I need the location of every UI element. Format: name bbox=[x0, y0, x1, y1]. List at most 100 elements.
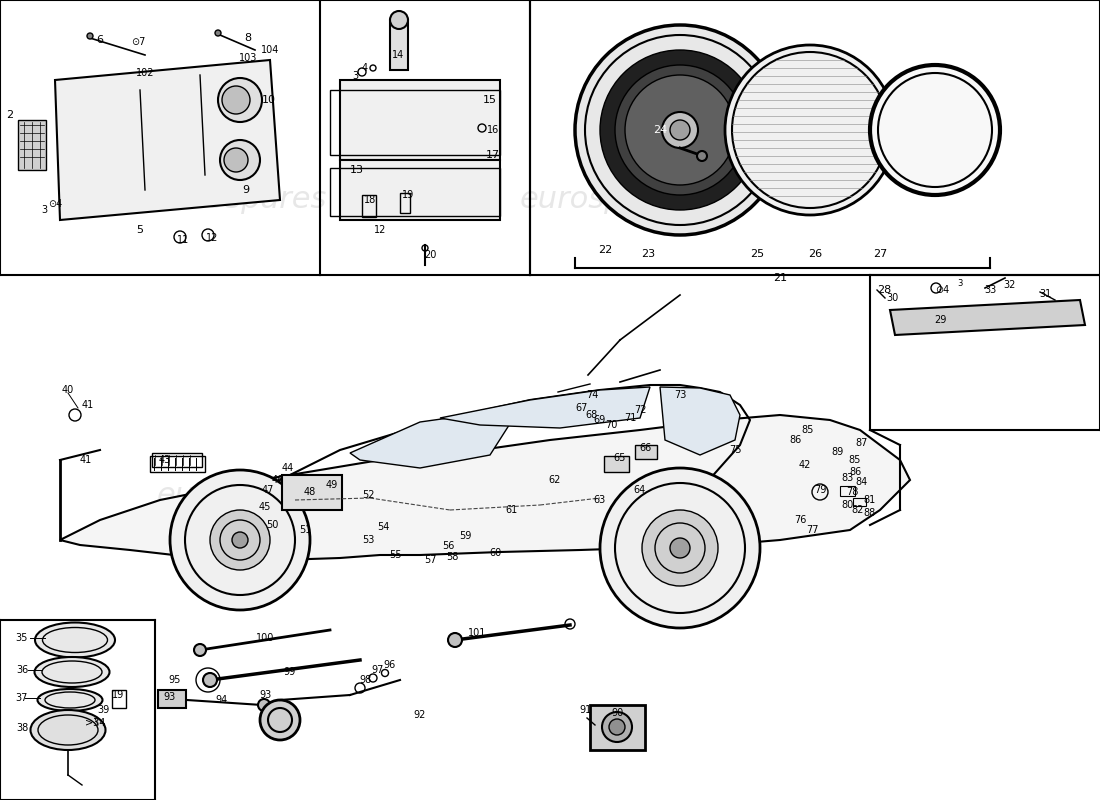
Bar bbox=[282, 475, 342, 510]
Text: 58: 58 bbox=[446, 552, 459, 562]
Bar bbox=[590, 705, 645, 750]
Text: 77: 77 bbox=[805, 525, 818, 535]
Text: eurospares: eurospares bbox=[520, 482, 690, 510]
Bar bbox=[330, 168, 500, 216]
Circle shape bbox=[615, 65, 745, 195]
Text: 76: 76 bbox=[794, 515, 806, 525]
Text: 17: 17 bbox=[486, 150, 500, 160]
Circle shape bbox=[222, 86, 250, 114]
Text: 100: 100 bbox=[256, 633, 274, 643]
Text: 35: 35 bbox=[15, 633, 29, 643]
Text: 82: 82 bbox=[851, 505, 865, 515]
Text: 63: 63 bbox=[594, 495, 606, 505]
Text: 56: 56 bbox=[442, 541, 454, 551]
Ellipse shape bbox=[37, 689, 102, 711]
Text: 19: 19 bbox=[112, 690, 124, 700]
Bar bbox=[340, 160, 500, 220]
Text: 30: 30 bbox=[886, 293, 898, 303]
Bar bbox=[390, 20, 408, 70]
Bar bbox=[362, 195, 376, 217]
Circle shape bbox=[218, 78, 262, 122]
Text: 12: 12 bbox=[374, 225, 386, 235]
Text: 93: 93 bbox=[164, 692, 176, 702]
Text: 10: 10 bbox=[262, 95, 276, 105]
Text: 53: 53 bbox=[362, 535, 374, 545]
Text: 47: 47 bbox=[262, 485, 274, 495]
Text: 8: 8 bbox=[244, 33, 252, 43]
Text: 18: 18 bbox=[364, 195, 376, 205]
Text: 92: 92 bbox=[414, 710, 426, 720]
Text: ⊙4: ⊙4 bbox=[935, 285, 949, 295]
Text: eurospares: eurospares bbox=[520, 186, 690, 214]
Bar bbox=[400, 193, 410, 213]
Text: 36: 36 bbox=[15, 665, 29, 675]
Text: >34: >34 bbox=[85, 718, 106, 728]
Text: 81: 81 bbox=[864, 495, 876, 505]
Circle shape bbox=[204, 673, 217, 687]
Bar bbox=[18, 120, 46, 170]
Polygon shape bbox=[350, 408, 520, 468]
Text: 61: 61 bbox=[506, 505, 518, 515]
Text: 88: 88 bbox=[864, 508, 876, 518]
Text: 40: 40 bbox=[62, 385, 74, 395]
Text: 11: 11 bbox=[177, 235, 189, 245]
Text: 94: 94 bbox=[216, 695, 228, 705]
Circle shape bbox=[87, 33, 94, 39]
Circle shape bbox=[670, 120, 690, 140]
Text: 78: 78 bbox=[846, 487, 858, 497]
Text: 93: 93 bbox=[258, 690, 271, 700]
Text: 25: 25 bbox=[750, 249, 764, 259]
Circle shape bbox=[600, 50, 760, 210]
Circle shape bbox=[697, 151, 707, 161]
Text: 99: 99 bbox=[284, 667, 296, 677]
Bar bbox=[330, 90, 500, 155]
Text: 91: 91 bbox=[579, 705, 591, 715]
Circle shape bbox=[602, 712, 632, 742]
Text: 23: 23 bbox=[641, 249, 656, 259]
Polygon shape bbox=[60, 415, 910, 560]
Text: 66: 66 bbox=[639, 443, 651, 453]
Text: 50: 50 bbox=[266, 520, 278, 530]
Bar bbox=[150, 456, 205, 472]
Text: 54: 54 bbox=[377, 522, 389, 532]
Text: 48: 48 bbox=[304, 487, 316, 497]
Text: 57: 57 bbox=[424, 555, 437, 565]
Text: 29: 29 bbox=[934, 315, 946, 325]
Text: 2: 2 bbox=[7, 110, 13, 120]
Circle shape bbox=[575, 25, 785, 235]
Text: 15: 15 bbox=[483, 95, 497, 105]
Circle shape bbox=[390, 11, 408, 29]
Text: 85: 85 bbox=[849, 455, 861, 465]
Text: 24: 24 bbox=[653, 125, 667, 135]
Text: 80: 80 bbox=[842, 500, 854, 510]
Polygon shape bbox=[890, 300, 1085, 335]
Ellipse shape bbox=[31, 710, 106, 750]
Text: 3: 3 bbox=[41, 205, 47, 215]
Text: 4: 4 bbox=[362, 63, 369, 73]
Text: 42: 42 bbox=[799, 460, 811, 470]
Text: 79: 79 bbox=[814, 485, 826, 495]
Text: 39: 39 bbox=[97, 705, 109, 715]
Bar bbox=[152, 453, 202, 467]
Text: 12: 12 bbox=[206, 233, 218, 243]
Text: 86: 86 bbox=[789, 435, 801, 445]
Ellipse shape bbox=[34, 657, 110, 687]
Text: 38: 38 bbox=[15, 723, 29, 733]
Text: 37: 37 bbox=[15, 693, 29, 703]
Circle shape bbox=[260, 700, 300, 740]
Text: 64: 64 bbox=[634, 485, 646, 495]
Text: ⊙7: ⊙7 bbox=[131, 37, 145, 47]
Text: 33: 33 bbox=[983, 285, 997, 295]
Circle shape bbox=[448, 633, 462, 647]
Text: 65: 65 bbox=[614, 453, 626, 463]
Text: 41: 41 bbox=[81, 400, 95, 410]
Text: 59: 59 bbox=[459, 531, 471, 541]
Text: 67: 67 bbox=[575, 403, 589, 413]
Polygon shape bbox=[440, 387, 650, 428]
Text: 19: 19 bbox=[402, 190, 414, 200]
Text: 16: 16 bbox=[487, 125, 499, 135]
Bar bbox=[604, 456, 629, 472]
Text: 62: 62 bbox=[549, 475, 561, 485]
Circle shape bbox=[210, 510, 270, 570]
Text: 3: 3 bbox=[352, 71, 359, 81]
